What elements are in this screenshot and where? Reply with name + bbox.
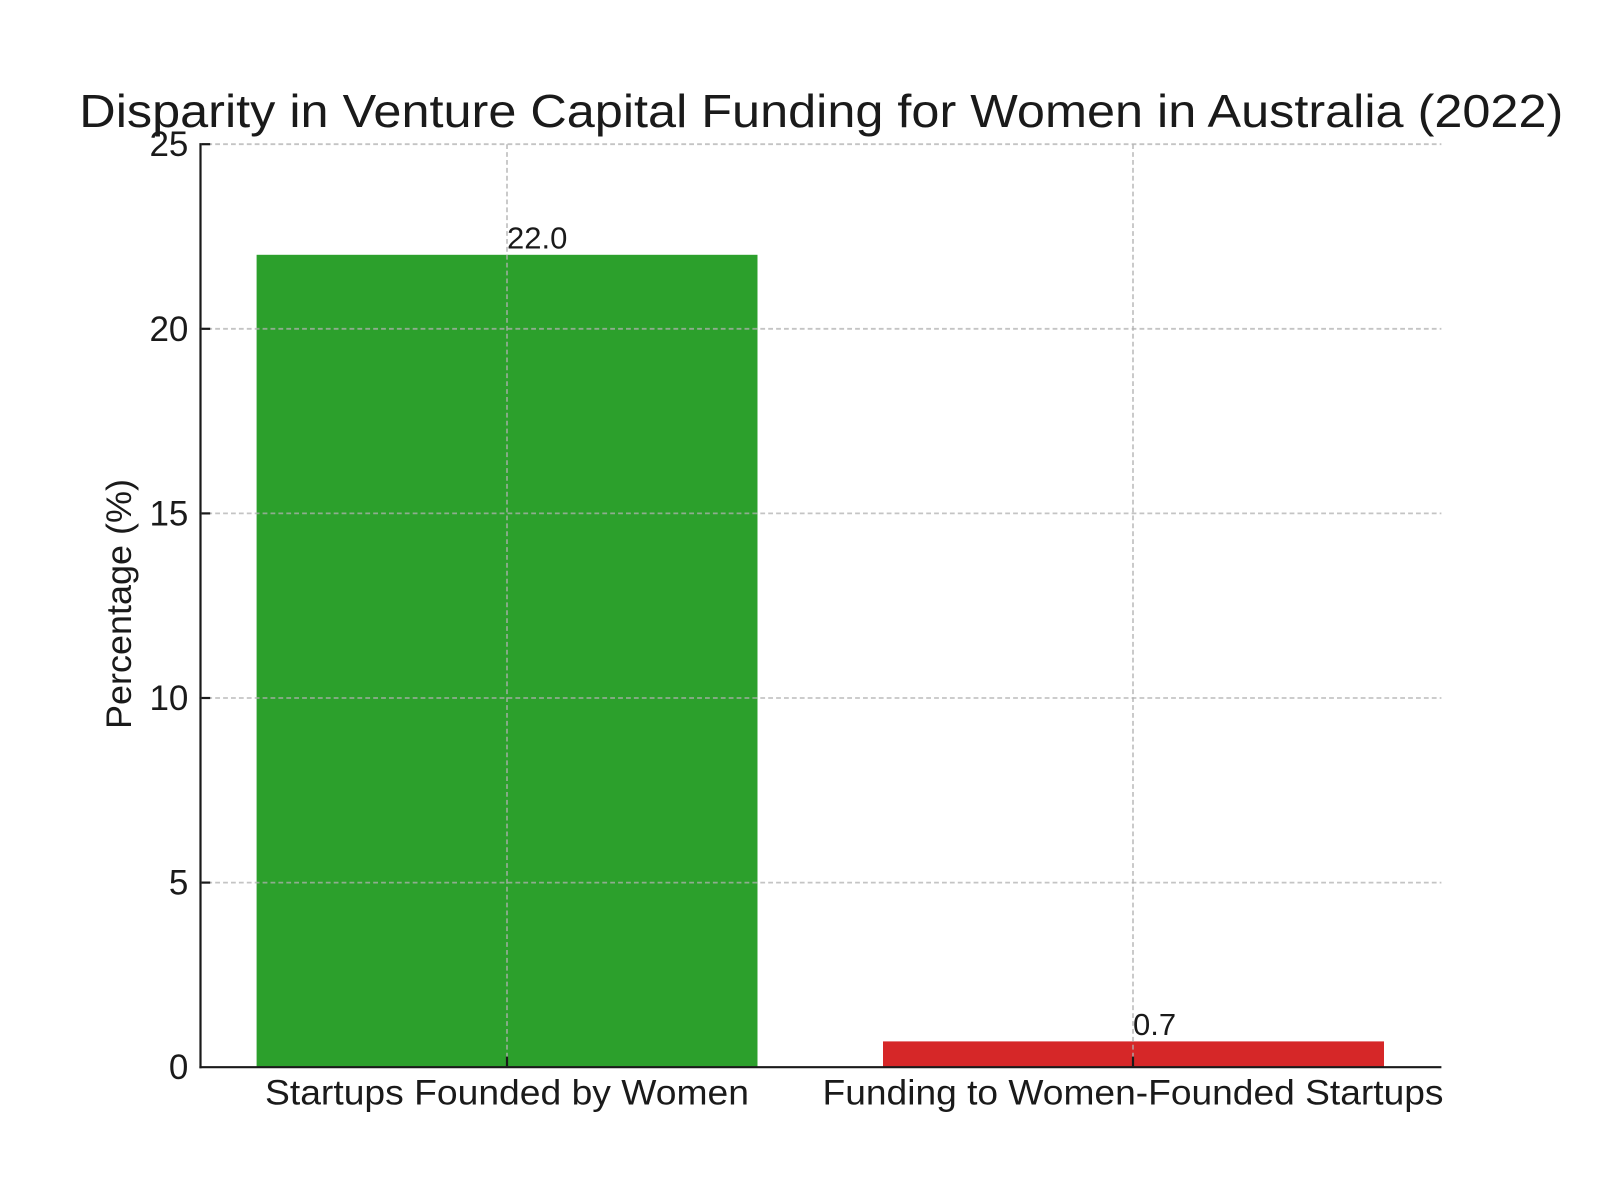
svg-text:25: 25: [149, 125, 188, 164]
svg-text:22.0: 22.0: [507, 220, 567, 255]
svg-text:20: 20: [149, 310, 188, 349]
svg-text:Startups Founded by Women: Startups Founded by Women: [265, 1074, 749, 1113]
svg-text:0: 0: [169, 1048, 188, 1087]
svg-text:Percentage (%): Percentage (%): [100, 479, 139, 729]
svg-text:15: 15: [149, 494, 188, 533]
svg-text:10: 10: [149, 679, 188, 718]
svg-text:0.7: 0.7: [1133, 1007, 1176, 1042]
svg-text:Funding to Women-Founded Start: Funding to Women-Founded Startups: [823, 1074, 1444, 1113]
svg-text:5: 5: [169, 864, 188, 903]
svg-text:Disparity in Venture Capital F: Disparity in Venture Capital Funding for…: [79, 85, 1563, 137]
